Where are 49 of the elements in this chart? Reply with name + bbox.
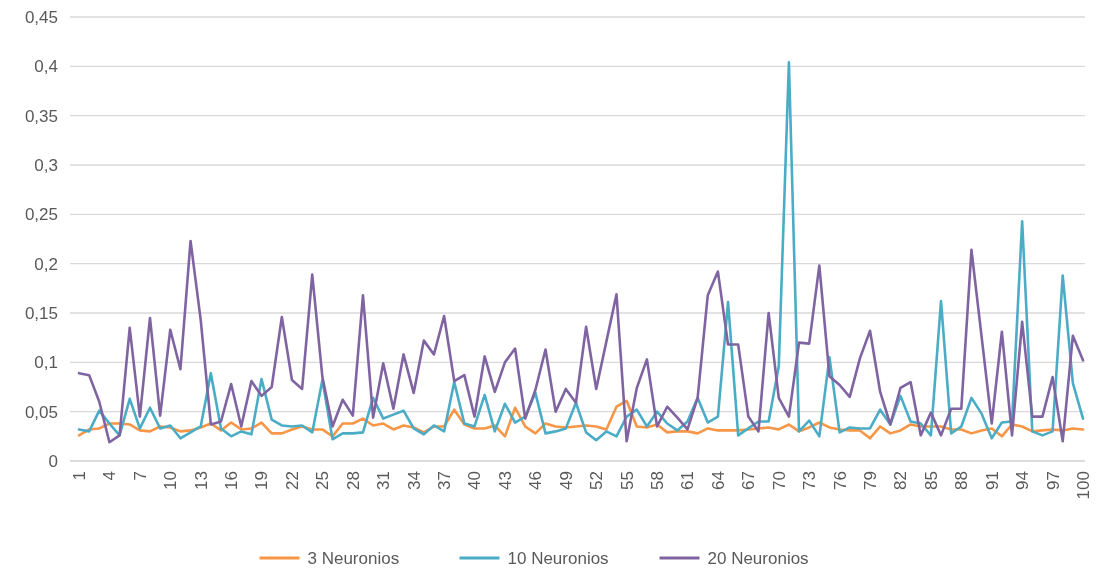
x-tick-label: 82 (891, 471, 911, 490)
x-tick-label: 94 (1013, 471, 1033, 490)
x-tick-label: 13 (191, 471, 211, 490)
x-tick-label: 97 (1043, 471, 1063, 490)
x-tick-label: 40 (465, 471, 485, 490)
x-tick-label: 52 (587, 471, 607, 490)
x-tick-label: 10 (161, 471, 181, 490)
y-tick-label: 0,15 (24, 303, 58, 323)
x-tick-label: 91 (982, 471, 1002, 490)
y-tick-label: 0,2 (34, 254, 58, 274)
y-tick-label: 0,1 (34, 353, 58, 373)
x-tick-label: 31 (374, 471, 394, 490)
y-tick-label: 0,45 (24, 7, 58, 27)
x-tick-label: 43 (495, 471, 515, 490)
line-series (77, 61, 1085, 442)
x-tick-label: 4 (100, 471, 120, 481)
x-tick-label: 1 (69, 471, 89, 481)
x-tick-label: 67 (739, 471, 759, 490)
x-tick-label: 19 (252, 471, 272, 490)
x-tick-label: 70 (769, 471, 789, 490)
legend-label: 10 Neuronios (507, 548, 609, 568)
x-tick-label: 16 (222, 471, 242, 490)
x-tick-label: 64 (708, 471, 728, 490)
x-tick-label: 55 (617, 471, 637, 490)
line-series (77, 239, 1085, 444)
x-tick-label: 79 (860, 471, 880, 490)
y-tick-label: 0,25 (24, 205, 58, 225)
x-tick-label: 22 (282, 471, 302, 490)
x-tick-label: 46 (526, 471, 546, 490)
y-tick-label: 0,4 (34, 57, 58, 77)
y-tick-label: 0,3 (34, 155, 58, 175)
x-tick-label: 34 (404, 471, 424, 490)
y-tick-label: 0,05 (24, 402, 58, 422)
x-tick-label: 85 (921, 471, 941, 490)
x-tick-label: 25 (313, 471, 333, 490)
x-tick-label: 37 (435, 471, 455, 490)
x-tick-label: 28 (343, 471, 363, 490)
x-tick-label: 58 (648, 471, 668, 490)
x-tick-label: 7 (130, 471, 150, 481)
legend-label: 3 Neuronios (307, 548, 400, 568)
x-tick-label: 88 (952, 471, 972, 490)
x-tick-label: 49 (556, 471, 576, 490)
x-tick-label: 61 (678, 471, 698, 490)
x-tick-label: 100 (1073, 471, 1093, 500)
y-tick-label: 0 (48, 451, 58, 471)
x-tick-label: 73 (800, 471, 820, 490)
x-tick-label: 76 (830, 471, 850, 490)
y-tick-label: 0,35 (24, 106, 58, 126)
legend-label: 20 Neuronios (707, 548, 809, 568)
